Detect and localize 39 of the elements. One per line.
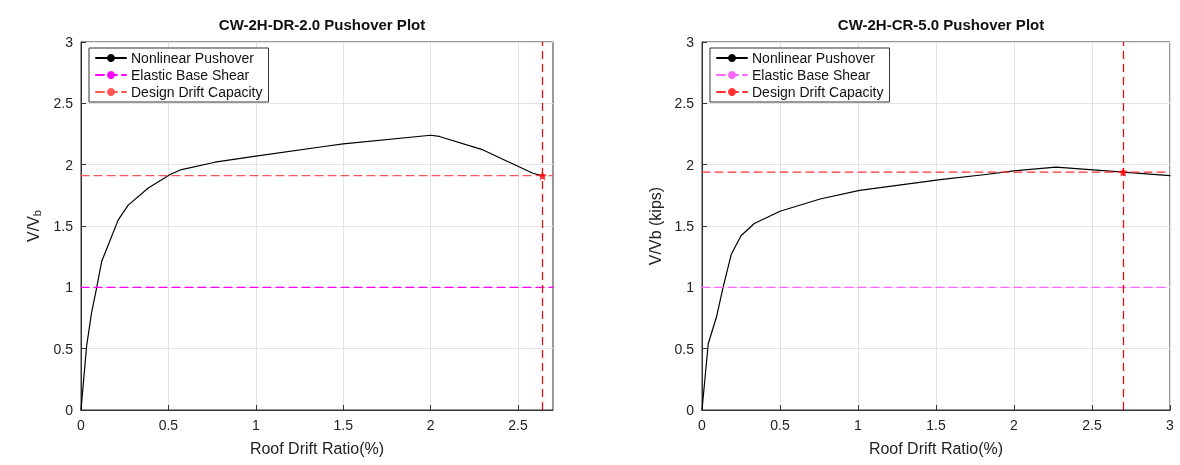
x-axis-title: Roof Drift Ratio(%) [249,439,385,457]
y-tick-label: 0.5 [674,340,695,357]
legend-label: Elastic Base Shear [131,67,250,83]
y-tick-label: 1.5 [674,218,695,234]
x-tick-label: 2.5 [508,417,528,433]
legend-label: Elastic Base Shear [752,67,871,83]
y-tick-label: 2 [65,156,74,173]
x-tick-label: 1.5 [926,417,946,433]
y-axis-title: V/Vb (kips) [647,186,665,266]
y-tick-label: 2.5 [674,95,695,112]
chart-title: CW-2H-CR-5.0 Pushover Plot [837,16,1045,33]
x-tick-label: 3 [1166,417,1175,433]
x-tick-label: 2 [1010,417,1019,433]
x-tick-label: 0.5 [770,417,790,433]
y-tick-label: 2 [686,156,695,173]
y-tick-label: 1.5 [53,218,74,234]
legend-label: Nonlinear Pushover [131,50,255,66]
x-axis-title: Roof Drift Ratio(%) [868,439,1004,457]
x-tick-label: 0 [698,417,707,433]
y-tick-label: 1 [65,279,74,296]
x-tick-label: 2 [426,417,435,433]
x-tick-label: 1 [854,417,863,433]
x-tick-label: 1.5 [333,417,354,433]
x-tick-label: 2.5 [1082,417,1102,433]
y-tick-label: 0.5 [53,340,74,357]
legend-label: Design Drift Capacity [131,84,263,100]
y-tick-label: 0 [686,402,695,418]
legend-label: Nonlinear Pushover [752,50,876,66]
y-tick-label: 3 [65,34,74,50]
y-axis-title: V/Vb [24,210,44,242]
x-tick-label: 0 [77,417,86,433]
legend-label: Design Drift Capacity [752,84,884,100]
chart-title: CW-2H-DR-2.0 Pushover Plot [218,16,426,33]
y-tick-label: 2.5 [53,95,74,112]
y-tick-label: 0 [65,402,74,418]
y-tick-label: 1 [686,279,695,296]
x-tick-label: 0.5 [158,417,179,433]
x-tick-label: 1 [251,417,260,433]
y-tick-label: 3 [686,34,695,50]
